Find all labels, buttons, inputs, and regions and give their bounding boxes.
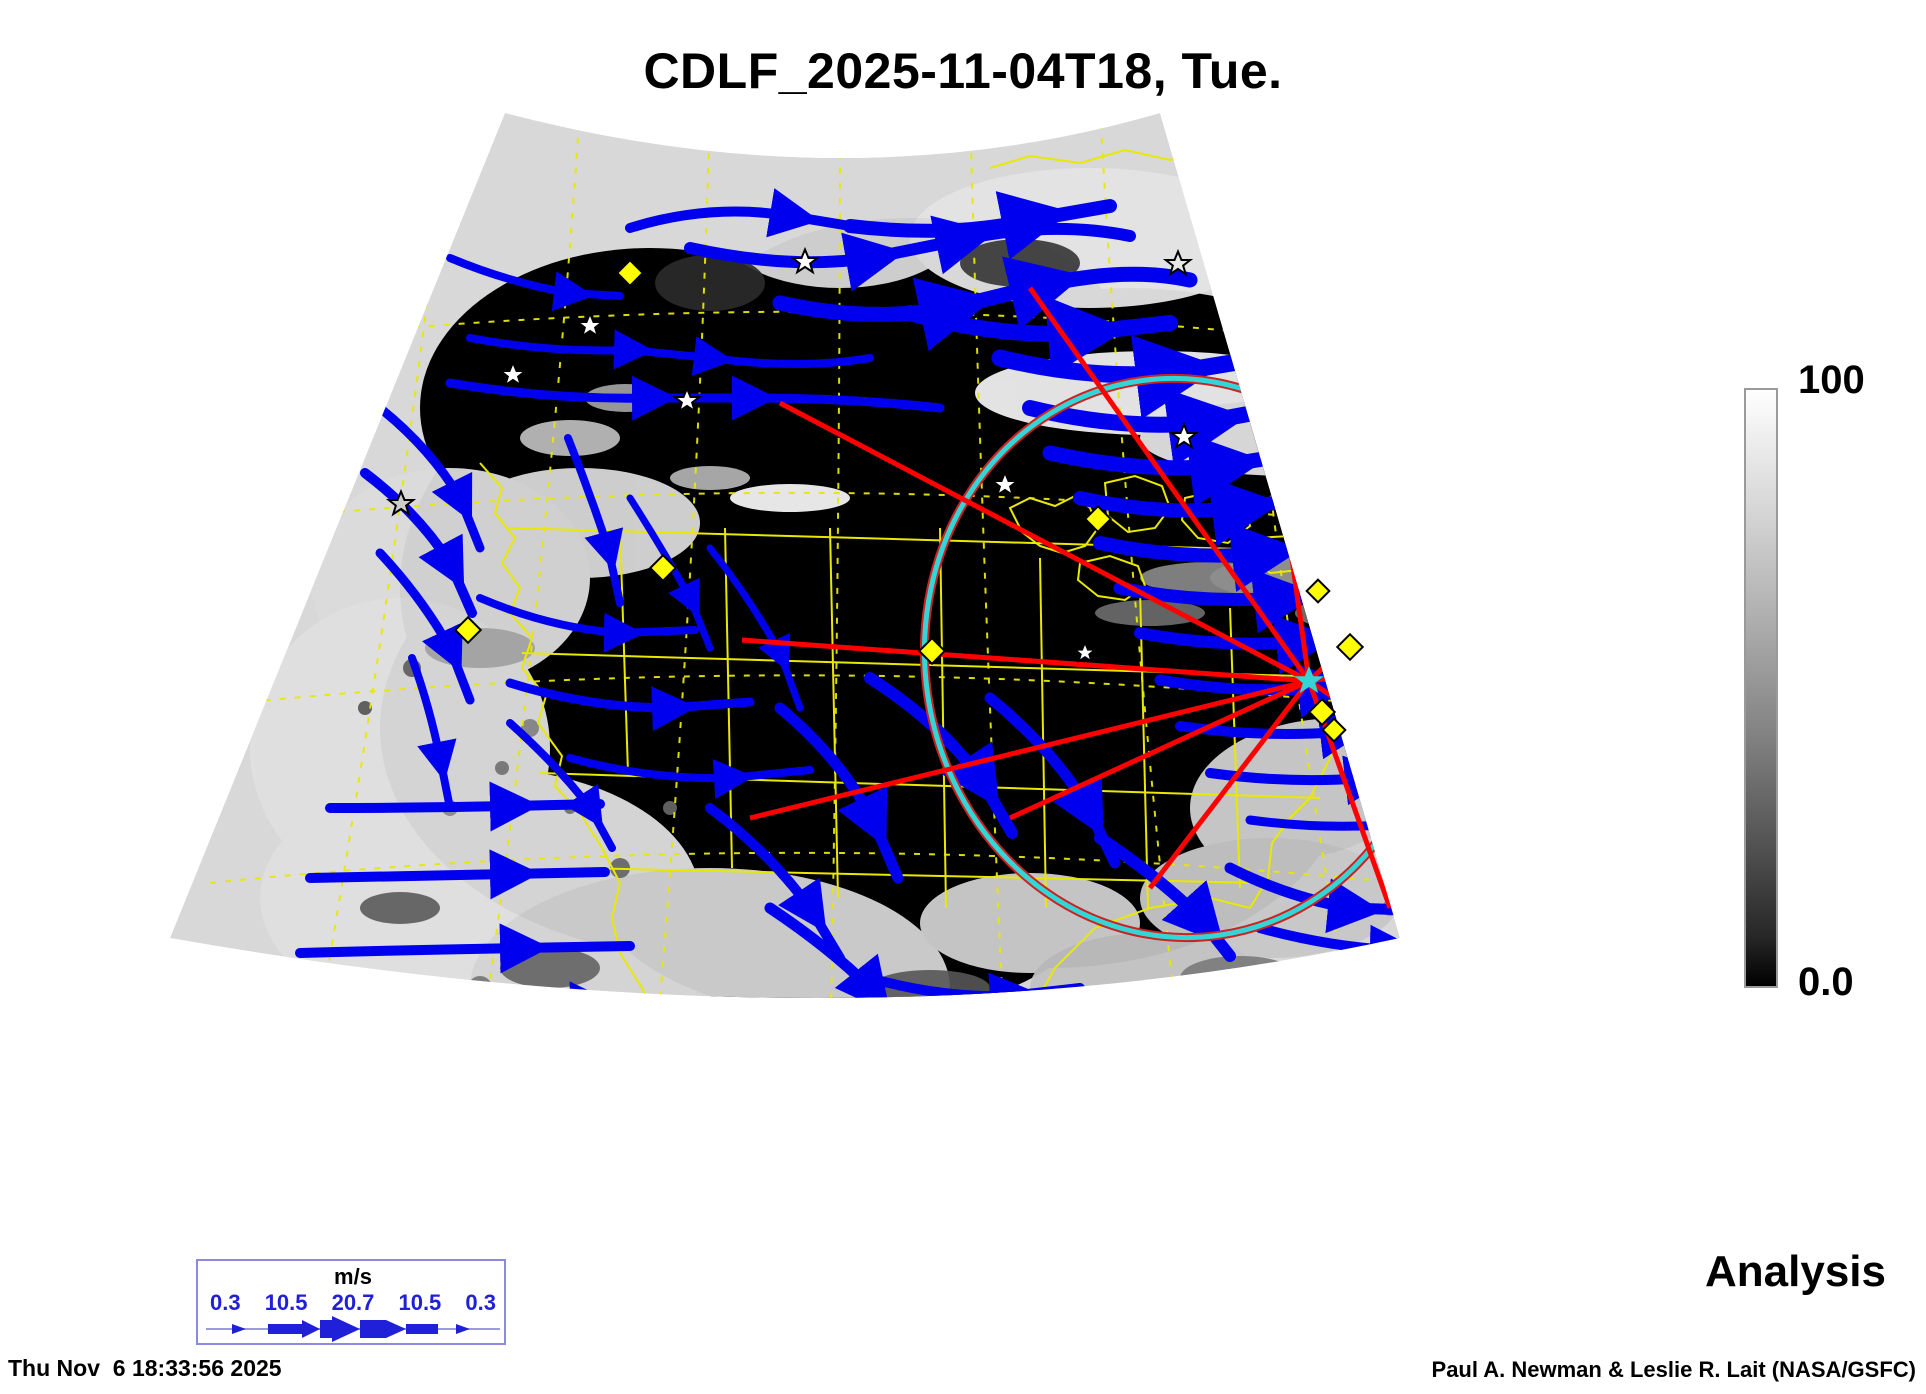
wind-legend-value-2: 10.5 [264,1290,308,1315]
wind-legend-value-3: 20.7 [331,1290,375,1315]
station-star-marker [385,246,1200,664]
colorbar-max-label: 100 [1798,358,1865,402]
marker-layer [385,246,1365,743]
wind-legend-value-5: 0.3 [465,1290,496,1315]
hub-station-marker[interactable] [1294,666,1324,694]
page-title: CDLF_2025-11-04T18, Tue. [643,43,1283,99]
timestamp-footer: Thu Nov 6 18:33:56 2025 [8,1355,282,1381]
wind-legend-arrow-scale [206,1316,500,1342]
wind-legend-unit-label: m/s [334,1264,372,1289]
attribution-footer: Paul A. Newman & Leslie R. Lait (NASA/GS… [1431,1357,1916,1382]
wind-legend-value-4: 10.5 [398,1290,442,1315]
colorbar-gradient [1744,388,1778,988]
wind-legend-value-1: 0.3 [210,1290,241,1315]
analysis-label: Analysis [1705,1247,1886,1296]
map-panel[interactable] [150,108,1550,1228]
diamond-marker [453,258,1365,743]
colorbar: 100 0.0 [1744,358,1914,1004]
wind-speed-legend: m/s 0.3 10.5 20.7 10.5 0.3 [196,1259,506,1345]
wind-legend-values: 0.3 10.5 20.7 10.5 0.3 [198,1290,508,1316]
colorbar-min-label: 0.0 [1798,960,1854,1004]
coverage-ellipse [919,373,1400,943]
map-plot[interactable] [150,108,1550,1228]
grayscale-field [170,113,1400,998]
